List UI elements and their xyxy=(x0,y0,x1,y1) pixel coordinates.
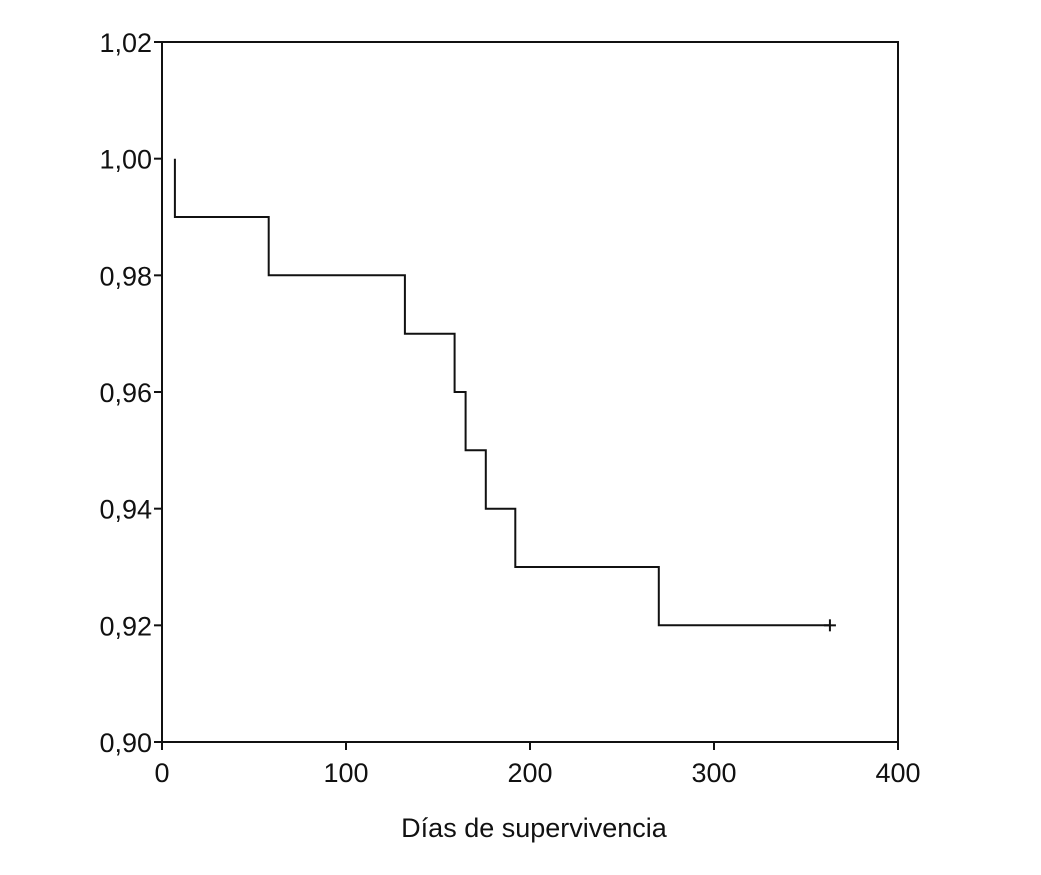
series-layer xyxy=(173,158,836,632)
y-tick-label: 0,94 xyxy=(99,495,152,525)
x-axis-title: Días de supervivencia xyxy=(401,813,668,843)
x-tick-label: 200 xyxy=(507,758,552,788)
y-tick-label: 0,98 xyxy=(99,261,152,291)
y-tick-label: 0,92 xyxy=(99,611,152,641)
y-axis: 0,90 0,92 0,94 0,96 0,98 1,00 1,02 xyxy=(99,28,162,758)
x-axis: 0 100 200 300 400 xyxy=(154,742,921,788)
x-tick-label: 100 xyxy=(323,758,368,788)
plot-frame xyxy=(161,41,899,743)
x-tick-label: 300 xyxy=(691,758,736,788)
censor-mark xyxy=(823,619,836,632)
y-tick-label: 0,96 xyxy=(99,378,152,408)
y-tick-label: 1,00 xyxy=(99,145,152,175)
y-tick-label: 1,02 xyxy=(99,28,152,58)
y-tick-label: 0,90 xyxy=(99,728,152,758)
x-tick-label: 400 xyxy=(875,758,920,788)
x-tick-label: 0 xyxy=(154,758,169,788)
survival-step-line xyxy=(173,158,830,627)
